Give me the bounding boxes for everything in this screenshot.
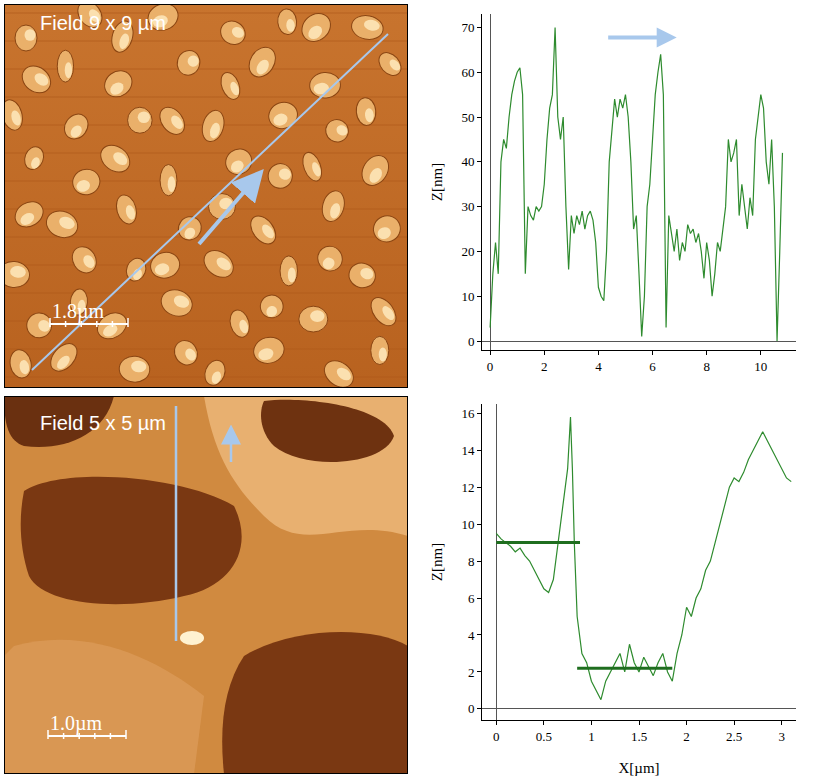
svg-text:70: 70 [461, 20, 474, 35]
svg-text:10: 10 [461, 517, 474, 532]
svg-text:Z[nm]: Z[nm] [429, 543, 445, 581]
svg-text:Field 9 x 9 µm: Field 9 x 9 µm [40, 12, 166, 34]
svg-text:0: 0 [493, 729, 500, 744]
svg-text:0: 0 [468, 334, 475, 349]
svg-text:4: 4 [468, 628, 475, 643]
svg-text:6: 6 [468, 591, 475, 606]
svg-text:14: 14 [461, 443, 475, 458]
svg-text:1.8µm: 1.8µm [52, 300, 105, 323]
svg-text:X[µm]: X[µm] [618, 760, 659, 776]
svg-text:50: 50 [461, 110, 474, 125]
svg-text:8: 8 [703, 359, 710, 374]
svg-text:3: 3 [778, 729, 785, 744]
svg-text:Z[nm]: Z[nm] [429, 163, 445, 201]
svg-text:0.5: 0.5 [536, 729, 552, 744]
svg-text:1: 1 [588, 729, 595, 744]
svg-text:1.0µm: 1.0µm [50, 712, 103, 735]
svg-text:Field 5 x 5 µm: Field 5 x 5 µm [40, 412, 166, 434]
svg-text:10: 10 [754, 359, 767, 374]
svg-text:8: 8 [468, 554, 475, 569]
svg-text:0: 0 [487, 359, 494, 374]
svg-text:30: 30 [461, 199, 474, 214]
svg-text:20: 20 [461, 244, 474, 259]
svg-text:0: 0 [468, 701, 475, 716]
svg-text:2: 2 [541, 359, 548, 374]
svg-text:10: 10 [461, 289, 474, 304]
svg-text:40: 40 [461, 154, 474, 169]
svg-text:2: 2 [683, 729, 690, 744]
svg-text:6: 6 [649, 359, 656, 374]
svg-text:2.5: 2.5 [726, 729, 742, 744]
svg-text:12: 12 [461, 480, 474, 495]
svg-text:60: 60 [461, 65, 474, 80]
svg-text:1.5: 1.5 [631, 729, 647, 744]
svg-text:4: 4 [595, 359, 602, 374]
svg-text:2: 2 [468, 665, 475, 680]
svg-text:16: 16 [461, 406, 475, 421]
